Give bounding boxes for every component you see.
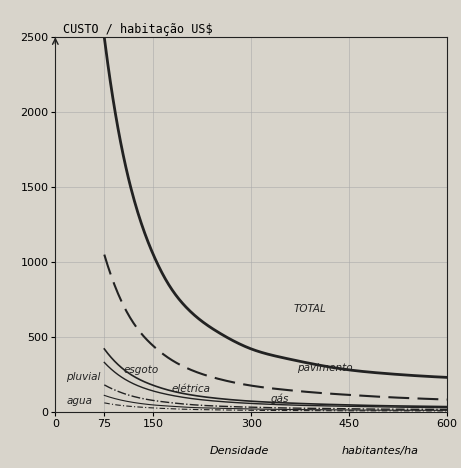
Text: gás: gás bbox=[271, 394, 289, 404]
Text: elétrica: elétrica bbox=[171, 384, 211, 394]
Text: habitantes/ha: habitantes/ha bbox=[342, 446, 419, 455]
Text: Densidade: Densidade bbox=[210, 446, 269, 455]
Text: pavimento: pavimento bbox=[297, 363, 353, 373]
Text: esgoto: esgoto bbox=[124, 365, 159, 375]
Text: CUSTO / habitação US$: CUSTO / habitação US$ bbox=[63, 23, 213, 37]
Text: agua: agua bbox=[66, 396, 92, 406]
Text: TOTAL: TOTAL bbox=[294, 304, 326, 314]
Text: pluvial: pluvial bbox=[66, 373, 101, 382]
